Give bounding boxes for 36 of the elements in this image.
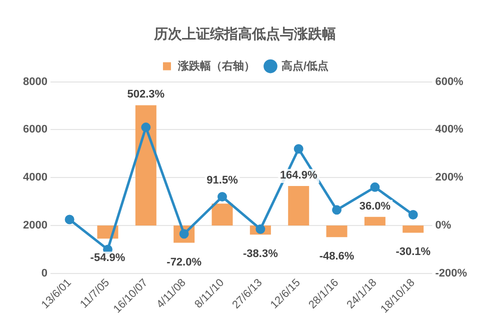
point (332, 205, 342, 215)
data-label: -72.0% (166, 256, 202, 268)
bar (402, 225, 424, 233)
y2-tick-label: 600% (435, 76, 464, 88)
data-label: 36.0% (359, 200, 391, 212)
data-label: 164.9% (280, 170, 318, 182)
y-tick-label: 6000 (22, 124, 48, 136)
bar (364, 216, 386, 226)
bar (288, 186, 310, 226)
y-tick-label: 0 (41, 267, 48, 280)
point (408, 210, 418, 220)
y-tick-label: 2000 (22, 220, 48, 232)
y2-tick-label: 0% (435, 220, 452, 232)
data-label: -30.1% (396, 246, 431, 258)
bar (212, 204, 233, 226)
point (218, 192, 227, 202)
data-label: 502.3% (127, 88, 165, 101)
legend-label: 高点/低点 (281, 59, 329, 72)
data-label: -48.6% (319, 250, 354, 263)
data-label: -38.3% (242, 248, 278, 260)
data-label: 91.5% (206, 174, 238, 186)
y2-tick-label: 200% (435, 172, 464, 184)
data-label: -54.9% (90, 252, 126, 264)
y2-tick-label: 400% (435, 124, 464, 136)
bar (135, 105, 156, 226)
point (294, 144, 304, 154)
chart-title: 历次上证综指高低点与涨跌幅 (153, 25, 336, 42)
point (256, 224, 266, 234)
y-tick-label: 4000 (22, 172, 48, 184)
y2-tick-label: -200% (435, 267, 468, 280)
point (370, 182, 380, 192)
legend-label: 涨跌幅（右轴） (176, 59, 255, 72)
y-tick-label: 8000 (22, 76, 48, 88)
point (141, 122, 151, 132)
point (64, 214, 74, 224)
bar (326, 225, 348, 238)
